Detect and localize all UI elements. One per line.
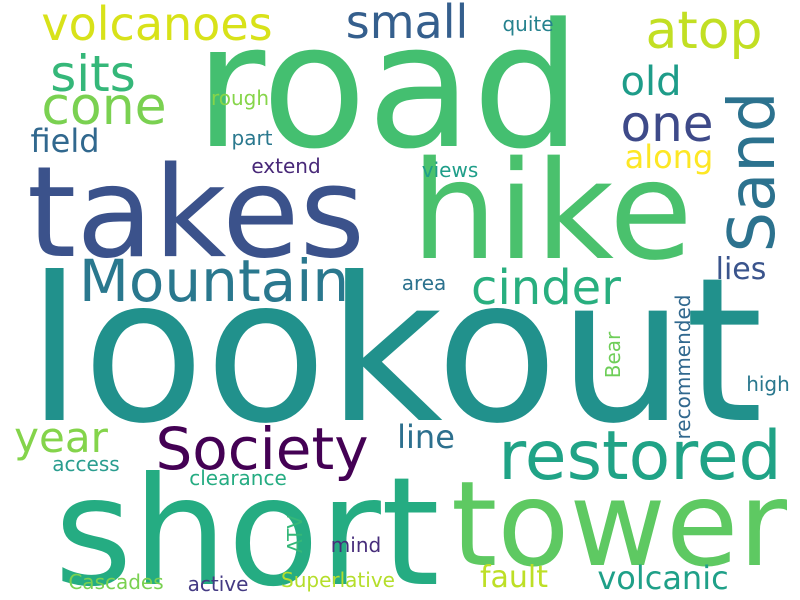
word-lookout: lookout [26,235,764,468]
word-high: high [746,372,790,396]
word-active: active [187,572,249,596]
word-extend: extend [251,154,321,178]
word-fault: fault [479,560,549,595]
word-field: field [30,122,100,160]
word-sits: sits [50,45,136,103]
word-along: along [624,138,714,176]
word-old: old [620,59,682,105]
word-mountain: Mountain [78,247,350,315]
word-access: access [52,452,120,476]
word-quite: quite [502,12,554,36]
word-views: views [421,158,479,182]
word-year: year [14,413,108,462]
word-atop: atop [645,1,763,61]
word-mind: mind [330,533,382,557]
word-area: area [401,271,447,295]
word-hike: hike [411,133,693,291]
word-volcanoes: volcanoes [41,0,273,51]
word-clearance: clearance [189,466,287,490]
word-volcanic: volcanic [597,559,729,597]
word-road: road [194,0,582,187]
word-line: line [397,418,455,456]
word-cinder: cinder [471,260,621,316]
word-part: part [231,126,273,150]
word-cascades: Cascades [68,570,164,594]
word-sand: Sand [716,91,790,253]
word-superlative: Superlative [281,568,395,592]
word-restored: restored [498,417,782,496]
word-bear: Bear [601,331,625,379]
word-rough: rough [210,86,270,110]
word-one: one [620,95,714,153]
word-society: Society [155,415,369,483]
word-takes: takes [26,139,366,286]
word-cone: cone [41,77,167,137]
word-small: small [345,0,469,49]
word-lies: lies [715,252,767,287]
word-tower: tower [450,455,788,593]
word-short: short [54,446,440,600]
word-recommended: recommended [671,294,695,440]
word-atv: ATV [283,514,307,554]
